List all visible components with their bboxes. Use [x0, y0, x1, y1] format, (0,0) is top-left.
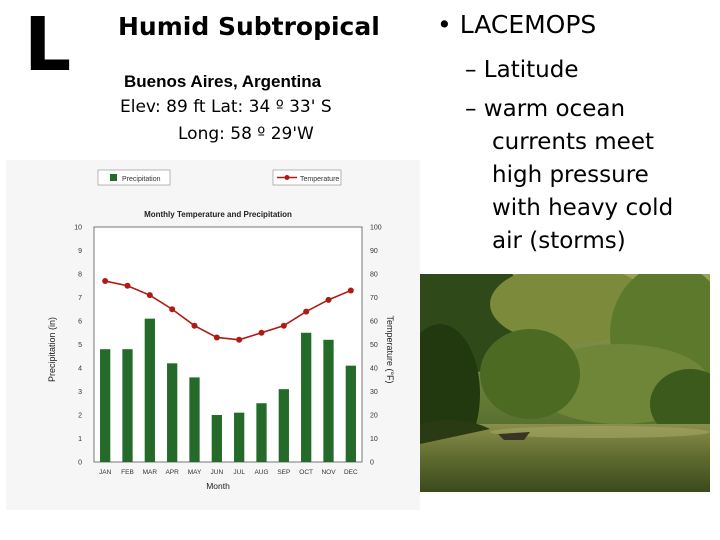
y-tick-label: 8 — [78, 272, 82, 279]
temperature-point — [258, 329, 265, 336]
precipitation-bar — [278, 389, 289, 462]
y-tick-label: 7 — [78, 295, 82, 302]
temperature-point — [169, 306, 176, 313]
climate-chart-panel: Precipitation Temperature Monthly Temperat… — [6, 160, 420, 510]
legend-swatch-point — [284, 175, 290, 180]
legend-box — [97, 169, 171, 186]
sub-bullet-line: air (storms) — [492, 228, 626, 254]
y2-tick-label: 80 — [370, 272, 378, 279]
y2-tick-label: 10 — [370, 436, 378, 443]
y2-axis-label: Temperature (°F) — [385, 315, 395, 383]
y-tick-label: 2 — [78, 413, 82, 420]
precipitation-bar — [100, 349, 111, 462]
plot-area — [93, 226, 363, 463]
elevation-latitude: Elev: 89 ft Lat: 34 º 33' S — [120, 97, 332, 117]
y2-tick-label: 20 — [370, 413, 378, 420]
legend-swatch-bar — [110, 174, 117, 181]
x-tick-label: NOV — [321, 469, 336, 476]
y2-tick-label: 40 — [370, 366, 378, 373]
x-tick-label: JUL — [233, 469, 245, 476]
precipitation-bar — [167, 363, 178, 462]
y-tick-label: 4 — [78, 366, 82, 373]
temperature-point — [102, 278, 109, 285]
y2-tick-label: 60 — [370, 319, 378, 326]
bullet-lacemops: • LACEMOPS — [437, 10, 597, 39]
x-tick-label: SEP — [277, 469, 290, 476]
y-axis-label: Precipitation (in) — [47, 317, 57, 382]
temperature-point — [347, 287, 354, 294]
y-tick-label: 10 — [74, 225, 82, 232]
sub-bullet-ocean-currents: – warm ocean currents meet high pressure… — [465, 93, 705, 258]
temperature-point — [146, 292, 153, 299]
sub-bullet-line: with heavy cold — [492, 195, 674, 221]
precipitation-bar — [323, 339, 334, 462]
temperature-point — [213, 334, 220, 341]
y-tick-label: 3 — [78, 389, 82, 396]
temperature-point — [303, 308, 310, 315]
sub-bullet-line: currents meet — [492, 129, 654, 155]
x-tick-label: AUG — [254, 469, 268, 476]
precipitation-bar — [189, 377, 200, 462]
precipitation-bar — [256, 403, 267, 462]
x-tick-label: MAY — [188, 469, 202, 476]
slide-title: Humid Subtropical — [118, 12, 380, 41]
temperature-point — [236, 336, 243, 343]
precipitation-bar — [345, 365, 356, 462]
precipitation-bar — [301, 332, 312, 462]
sub-bullet-line: – warm ocean — [465, 96, 626, 122]
sub-bullet-line: high pressure — [492, 162, 649, 188]
x-tick-label: DEC — [344, 469, 358, 476]
x-tick-label: APR — [165, 469, 179, 476]
x-tick-label: OCT — [299, 469, 313, 476]
x-tick-label: JAN — [99, 469, 112, 476]
climate-letter: L — [24, 2, 72, 88]
precipitation-bar — [144, 318, 155, 462]
x-tick-label: FEB — [121, 469, 134, 476]
x-axis-label: Month — [206, 481, 230, 491]
legend-label: Precipitation — [122, 176, 161, 183]
temperature-point — [191, 322, 198, 329]
y-tick-label: 6 — [78, 319, 82, 326]
y-tick-label: 0 — [78, 460, 82, 467]
x-tick-label: JUN — [211, 469, 224, 476]
y2-tick-label: 50 — [370, 342, 378, 349]
legend-label: Temperature — [300, 176, 339, 183]
y2-tick-label: 100 — [370, 225, 382, 232]
longitude: Long: 58 º 29'W — [178, 124, 314, 144]
sub-bullet-latitude: – Latitude — [465, 57, 579, 83]
temperature-point — [325, 296, 332, 303]
y-tick-label: 5 — [78, 342, 82, 349]
precipitation-bar — [211, 415, 222, 462]
x-tick-label: MAR — [143, 469, 158, 476]
precipitation-bar — [122, 349, 133, 462]
river-landscape-photo — [420, 274, 710, 492]
chart-title: Monthly Temperature and Precipitation — [144, 210, 292, 219]
legend-box — [272, 169, 342, 186]
temperature-line — [105, 280, 352, 341]
y-tick-label: 1 — [78, 436, 82, 443]
y2-tick-label: 90 — [370, 248, 378, 255]
temperature-point — [280, 322, 287, 329]
precipitation-bar — [234, 412, 245, 462]
y2-tick-label: 70 — [370, 295, 378, 302]
y2-tick-label: 30 — [370, 389, 378, 396]
city-name: Buenos Aires, Argentina — [124, 72, 322, 91]
y2-tick-label: 0 — [370, 460, 374, 467]
temperature-point — [124, 282, 131, 289]
climate-chart: Precipitation Temperature Monthly Temperat… — [47, 169, 395, 491]
y-tick-label: 9 — [78, 248, 82, 255]
